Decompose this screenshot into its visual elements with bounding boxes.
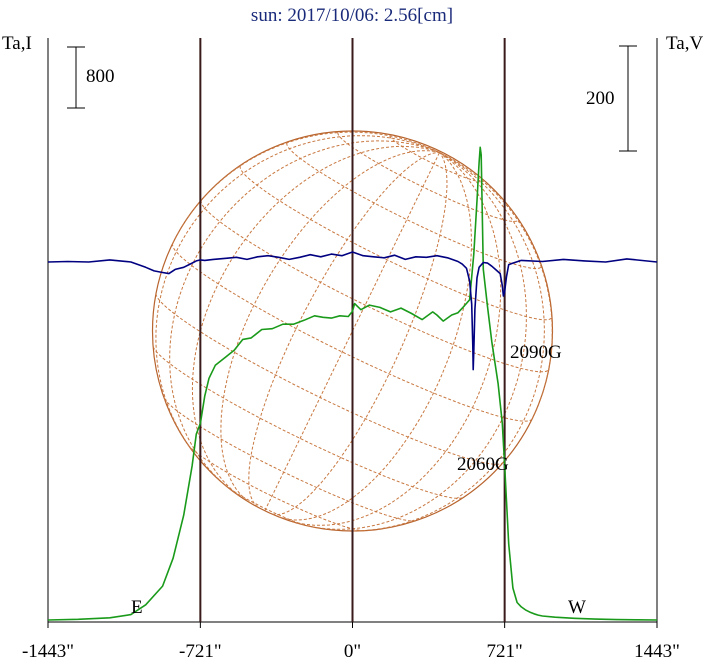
longitude-gridline: [279, 152, 472, 521]
chart-title: sun: 2017/10/06: 2.56[cm]: [251, 5, 453, 26]
longitude-gridline: [220, 150, 440, 504]
y-label-right: Ta,V: [666, 33, 703, 54]
x-tick-label-2: 0": [344, 641, 361, 662]
series-polarization-line: [47, 251, 658, 371]
longitude-gridline: [292, 152, 502, 526]
longitude-gridline: [264, 152, 441, 511]
limb-and-center-lines: [199, 38, 506, 622]
y-label-left: Ta,I: [2, 33, 32, 54]
longitude-gridline: [439, 152, 553, 419]
x-tick-label-1: -721": [179, 641, 222, 662]
latitude-gridline: [152, 346, 464, 499]
x-tick-label-3: 721": [487, 641, 523, 662]
longitude-gridline: [169, 140, 440, 487]
limb-label-east: E: [131, 597, 143, 618]
longitude-gridline: [307, 152, 527, 530]
scale-bar-polarization: 200: [586, 45, 637, 152]
latitude-gridline: [200, 199, 550, 373]
limb-label-west: W: [568, 597, 586, 618]
longitude-gridline: [172, 131, 440, 244]
series-group: [47, 146, 658, 621]
solar-disk: [151, 130, 554, 532]
longitude-gridline: [248, 152, 440, 508]
longitude-gridline: [352, 152, 545, 532]
longitude-gridline: [191, 145, 440, 497]
scale-bar-intensity-label: 800: [86, 66, 115, 87]
latitude-gridline: [286, 142, 542, 269]
annotation-2090g: 2090G: [510, 342, 562, 363]
latitude-gridline: [187, 444, 364, 532]
longitude-gridline: [155, 135, 440, 455]
scale-bar-intensity: 800: [67, 46, 115, 109]
annotation-2060g: 2060G: [457, 454, 509, 475]
series-intensity-line: [47, 146, 658, 621]
x-tick-label-0: -1443": [22, 641, 74, 662]
x-axis-ticks: -1443" -721" 0" 721" 1443": [22, 622, 680, 662]
x-tick-label-4: 1443": [634, 641, 680, 662]
scale-bar-polarization-label: 200: [586, 88, 615, 109]
longitude-gridline: [272, 152, 448, 516]
